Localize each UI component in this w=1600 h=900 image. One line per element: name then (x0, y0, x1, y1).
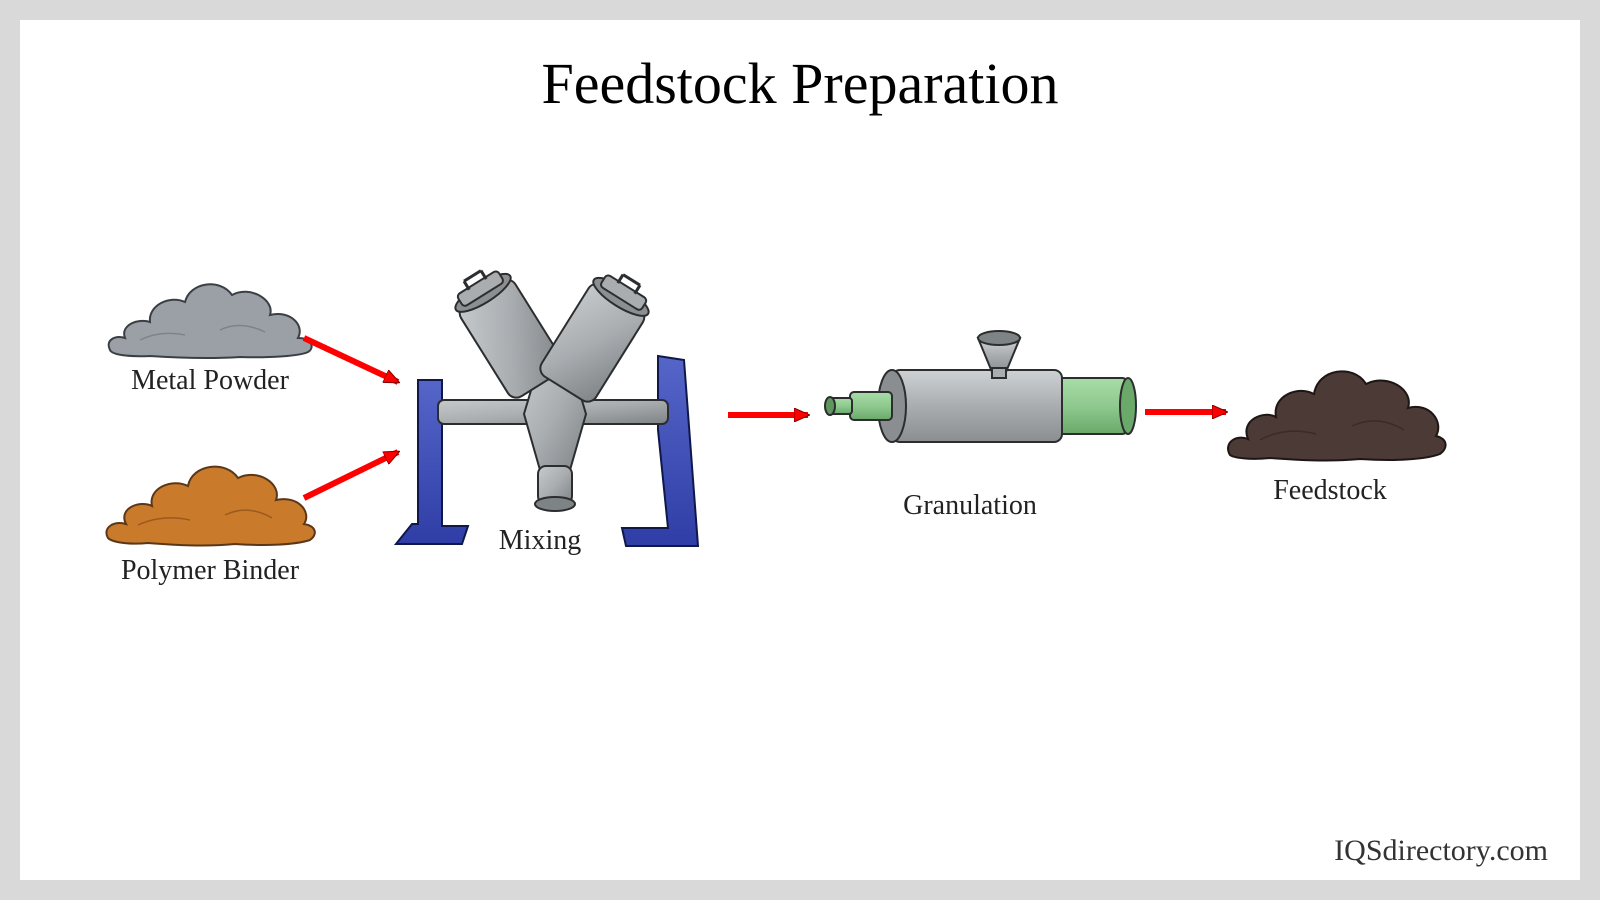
watermark: IQSdirectory.com (1334, 834, 1548, 868)
outer-frame: Feedstock Preparation Metal Powder Polym… (0, 0, 1600, 900)
flow-arrows-icon (20, 20, 1580, 880)
diagram-canvas: Feedstock Preparation Metal Powder Polym… (20, 20, 1580, 880)
